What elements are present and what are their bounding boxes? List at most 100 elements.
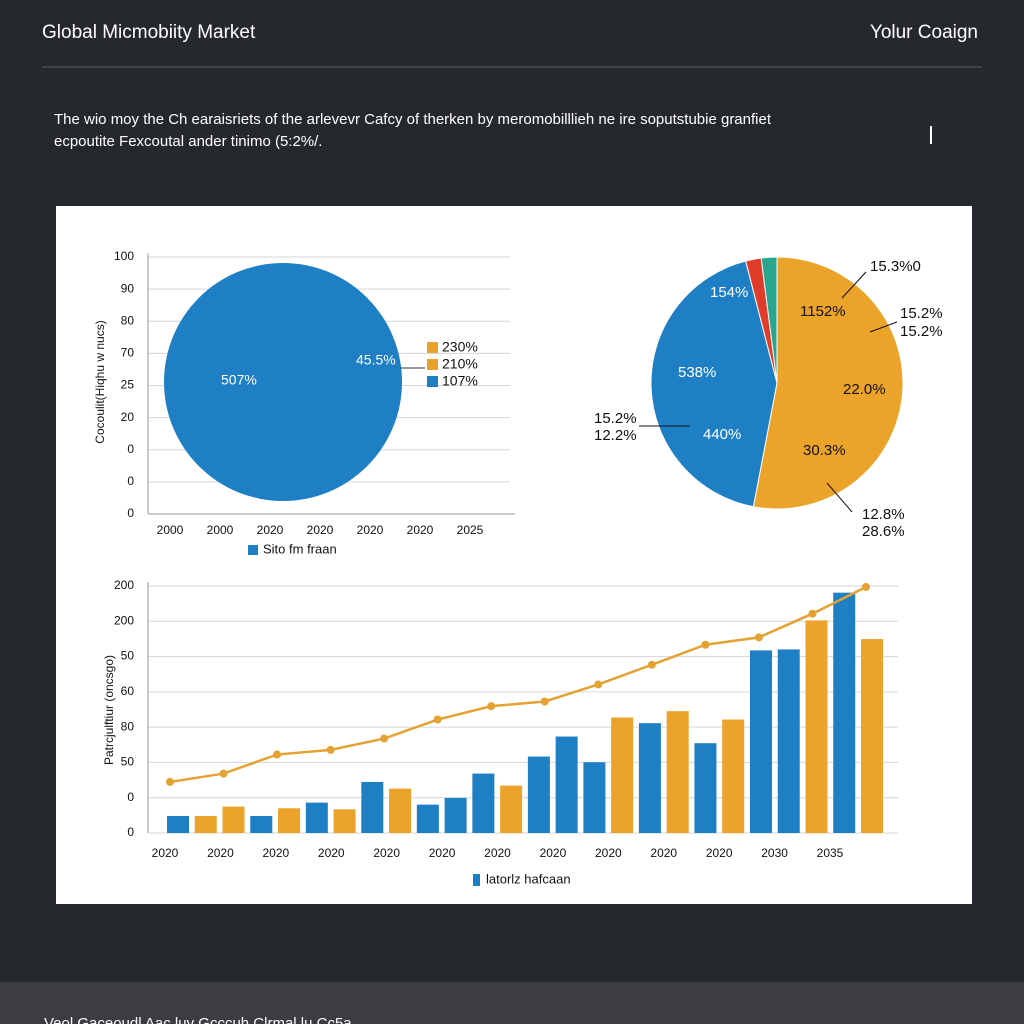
footer-bar <box>0 982 1024 1024</box>
slice-label: 507% <box>221 372 257 388</box>
trend-point <box>594 680 603 689</box>
intro-line: The wio moy the Ch earaisriets of the ar… <box>54 111 772 128</box>
bar <box>333 809 356 833</box>
y-axis-title: Patrcjulftiur (oncsgo) <box>102 655 116 765</box>
trend-point <box>754 633 763 642</box>
slice-label: 154% <box>710 284 748 301</box>
pie-slice <box>164 263 402 501</box>
x-tick-label: 2020 <box>207 846 234 860</box>
x-tick-label: 2025 <box>457 523 484 537</box>
bar <box>833 592 856 833</box>
x-tick-label: 2020 <box>152 846 179 860</box>
bar <box>611 717 634 833</box>
y-tick-label: 0 <box>127 790 134 804</box>
y-tick-label: 60 <box>121 684 135 698</box>
legend-swatch <box>427 359 438 370</box>
trend-point <box>540 697 549 706</box>
x-tick-label: 2020 <box>706 846 733 860</box>
y-tick-label: 100 <box>114 249 134 263</box>
y-tick-label: 0 <box>127 442 134 456</box>
trend-point <box>219 769 228 778</box>
bar <box>555 736 578 833</box>
slice-label: 538% <box>678 364 716 381</box>
x-tick-label: 2020 <box>307 523 334 537</box>
bar <box>167 815 189 833</box>
footer-text: Veol Gaceoudl Aac luv Gcccuh Clrmal lu C… <box>44 1015 352 1024</box>
bar <box>278 808 301 833</box>
x-tick-label: 2030 <box>761 846 788 860</box>
pie-slice <box>752 256 904 510</box>
bar <box>444 797 467 833</box>
x-tick-label: 2020 <box>318 846 345 860</box>
trend-point <box>273 750 282 759</box>
legend-swatch <box>473 874 480 886</box>
leader-line <box>869 321 898 333</box>
pie-slice <box>760 256 778 384</box>
slice-label: 15.2% <box>594 410 637 427</box>
account-name[interactable]: Yolur Coaign <box>870 22 978 43</box>
bar <box>222 806 245 833</box>
slice-label: 30.3% <box>803 442 846 459</box>
trend-point <box>862 583 870 592</box>
x-tick-label: 2020 <box>429 846 456 860</box>
bar <box>500 785 523 833</box>
trend-point <box>166 777 174 786</box>
y-tick-label: 200 <box>114 613 134 627</box>
x-tick-label: 2020 <box>257 523 284 537</box>
y-tick-label: 80 <box>121 313 135 327</box>
x-tick-label: 2020 <box>407 523 434 537</box>
bar <box>694 743 717 833</box>
y-tick-label: 50 <box>121 649 135 663</box>
x-tick-label: 2000 <box>157 523 184 537</box>
bar <box>472 773 495 833</box>
legend-swatch <box>248 545 258 555</box>
slice-label: 440% <box>703 426 741 443</box>
bar <box>583 762 606 833</box>
bar <box>638 723 661 833</box>
y-tick-label: 25 <box>121 378 135 392</box>
bar <box>305 802 328 833</box>
slice-label: 15.3%0 <box>870 258 921 275</box>
y-tick-label: 50 <box>121 755 135 769</box>
slice-label: 45.5% <box>356 352 396 368</box>
bar <box>361 781 384 833</box>
leader-line <box>841 271 867 299</box>
trend-point <box>433 715 442 724</box>
legend-swatch <box>427 342 438 353</box>
trend-point <box>701 640 710 649</box>
y-axis-title: Cocoulit(Hiqhu w nucs) <box>93 320 107 443</box>
trend-line <box>169 585 867 784</box>
page-title: Global Micmobiity Market <box>42 22 256 43</box>
bar <box>250 815 273 833</box>
bar <box>861 639 883 833</box>
bar <box>527 756 550 833</box>
slice-label: 22.0% <box>843 381 886 398</box>
slice-label: 12.8% <box>862 506 905 523</box>
bar <box>749 650 772 833</box>
trend-point <box>326 745 335 754</box>
y-tick-label: 0 <box>127 474 134 488</box>
x-tick-label: 2020 <box>373 846 400 860</box>
y-tick-label: 80 <box>121 719 135 733</box>
pie-slice <box>650 260 778 508</box>
x-tick-label: 2000 <box>207 523 234 537</box>
intro-line: ecpoutite Fexcoutal ander tinimo (5:2%/. <box>54 133 322 150</box>
legend-label: 230% <box>442 339 478 355</box>
trend-point <box>487 702 496 711</box>
y-tick-label: 70 <box>121 346 135 360</box>
bar <box>194 815 217 833</box>
trend-point <box>808 609 817 618</box>
trend-point <box>647 660 656 669</box>
x-tick-label: 2035 <box>817 846 844 860</box>
x-tick-label: 2020 <box>484 846 511 860</box>
legend-label: latorlz hafcaan <box>486 871 571 886</box>
slice-label: 28.6% <box>862 523 905 540</box>
y-tick-label: 90 <box>121 281 135 295</box>
x-tick-label: 2020 <box>650 846 677 860</box>
bar <box>416 804 439 833</box>
x-tick-label: 2020 <box>357 523 384 537</box>
y-tick-label: 0 <box>127 506 134 520</box>
trend-point <box>380 734 389 743</box>
